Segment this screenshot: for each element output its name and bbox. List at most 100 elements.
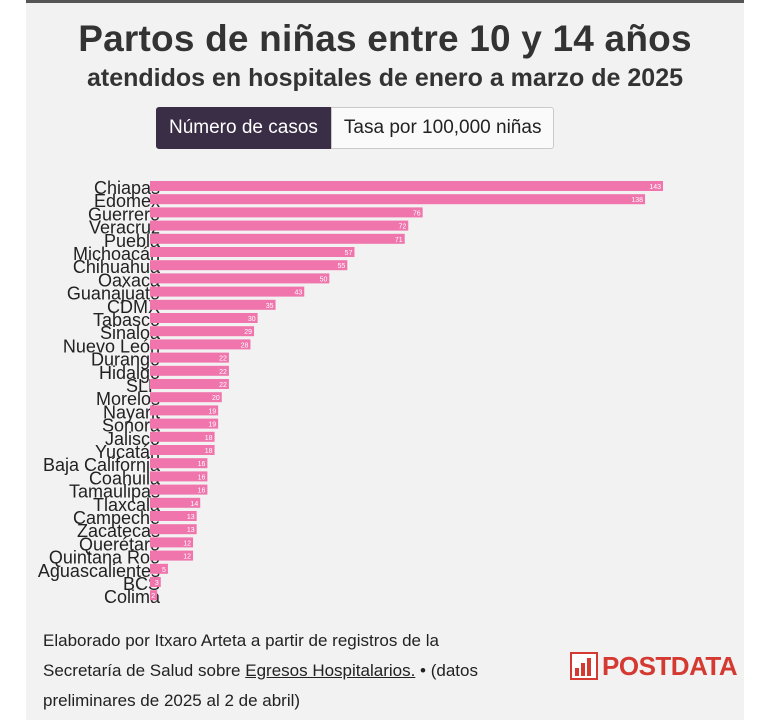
source-line-2: Secretaría de Salud sobre Egresos Hospit… [43,656,543,686]
category-label: Edomex [94,191,160,211]
value-label: 18 [205,435,213,442]
bar[interactable] [150,405,219,416]
value-label: 13 [187,514,195,521]
category-label: Sonora [102,416,161,436]
value-label: 29 [244,329,252,336]
source-line-2-tail: • (datos [415,661,478,680]
value-label: 138 [631,197,643,204]
value-label: 16 [198,488,206,495]
category-label: Yucatán [95,442,160,462]
bar[interactable] [150,247,355,257]
value-label: 2 [151,593,155,600]
value-label: 5 [162,567,166,574]
bar[interactable] [150,511,197,521]
value-label: 22 [219,356,227,363]
category-label: Aguascalientes [38,561,160,581]
bar[interactable] [150,458,208,469]
category-label: Campeche [73,508,160,528]
bar[interactable] [150,260,348,271]
value-label: 16 [198,461,206,468]
bar[interactable] [150,220,409,231]
category-label: Tabasco [93,310,160,330]
bar[interactable] [150,313,258,323]
value-label: 35 [266,303,274,310]
bar[interactable] [150,537,194,548]
top-divider [26,0,744,3]
bar[interactable] [150,365,229,376]
value-label: 22 [219,382,227,389]
bar[interactable] [150,273,330,284]
value-label: 19 [208,408,216,415]
category-label: Durango [91,350,160,370]
chart-title: Partos de niñas entre 10 y 14 años [78,18,692,59]
bar[interactable] [150,445,215,455]
value-label: 12 [183,554,191,561]
bar[interactable] [150,484,208,495]
value-label: 76 [413,210,421,217]
value-label: 13 [187,527,195,534]
category-label: Zacatecas [77,521,160,541]
category-label: Puebla [104,231,161,251]
category-label: Sinaloa [100,323,161,343]
bar[interactable] [150,431,215,442]
tab-numero-de-casos[interactable]: Número de casos [156,107,331,149]
value-label: 43 [294,290,302,297]
bar[interactable] [150,233,405,244]
category-label: Baja California [43,455,161,475]
category-label: Coahuila [89,468,161,488]
value-label: 22 [219,369,227,376]
value-label: 143 [649,184,661,191]
bar[interactable] [150,194,646,205]
value-label: 50 [320,276,328,283]
bar[interactable] [150,577,161,587]
value-label: 18 [205,448,213,455]
category-label: CDMX [107,297,160,317]
bar[interactable] [150,524,197,535]
bar[interactable] [150,590,158,601]
bar[interactable] [150,563,168,574]
category-label: Nuevo León [63,336,160,356]
source-line-3: preliminares de 2025 al 2 de abril) [43,691,301,710]
chart-subtitle: atendidos en hospitales de enero a marzo… [86,64,684,92]
category-label: Colima [104,587,161,607]
bar-chart-logo-icon [570,652,598,680]
category-label: Tamaulipas [69,482,160,502]
value-label: 20 [212,395,220,402]
value-label: 3 [155,580,159,587]
category-label: Nayarit [103,402,160,422]
logo-text: POSTDATA [602,650,738,681]
value-label: 12 [183,540,191,547]
bar[interactable] [150,326,255,337]
category-label: Tlaxcala [93,495,161,515]
category-label: Guerrero [88,204,160,224]
bar[interactable] [150,207,423,218]
value-label: 19 [208,422,216,429]
category-label: Michoacán [73,244,160,264]
value-label: 72 [398,224,406,231]
value-label: 57 [345,250,353,257]
bar[interactable] [150,392,222,403]
bar[interactable] [150,418,219,429]
source-note: Elaborado por Itxaro Arteta a partir de … [43,626,543,716]
category-label: Querétaro [79,534,160,554]
value-label: 55 [338,263,346,270]
bar[interactable] [150,379,229,389]
bar[interactable] [150,181,663,191]
bar[interactable] [150,299,276,310]
bar[interactable] [150,471,208,482]
bar[interactable] [150,550,194,561]
bar[interactable] [150,286,305,297]
tab-tasa-por-100000[interactable]: Tasa por 100,000 niñas [330,107,555,149]
source-line-2-text: Secretaría de Salud sobre [43,661,246,680]
value-label: 30 [248,316,256,323]
category-label: Chiapas [94,178,160,198]
category-label: Jalisco [105,429,160,449]
bar[interactable] [150,352,229,363]
value-label: 14 [190,501,198,508]
bar[interactable] [150,339,251,350]
egresos-link[interactable]: Egresos Hospitalarios. [245,661,416,680]
value-label: 16 [198,474,206,481]
category-label: Quintana Roo [49,548,160,568]
bar[interactable] [150,497,201,508]
category-label: Guanajuato [67,284,160,304]
